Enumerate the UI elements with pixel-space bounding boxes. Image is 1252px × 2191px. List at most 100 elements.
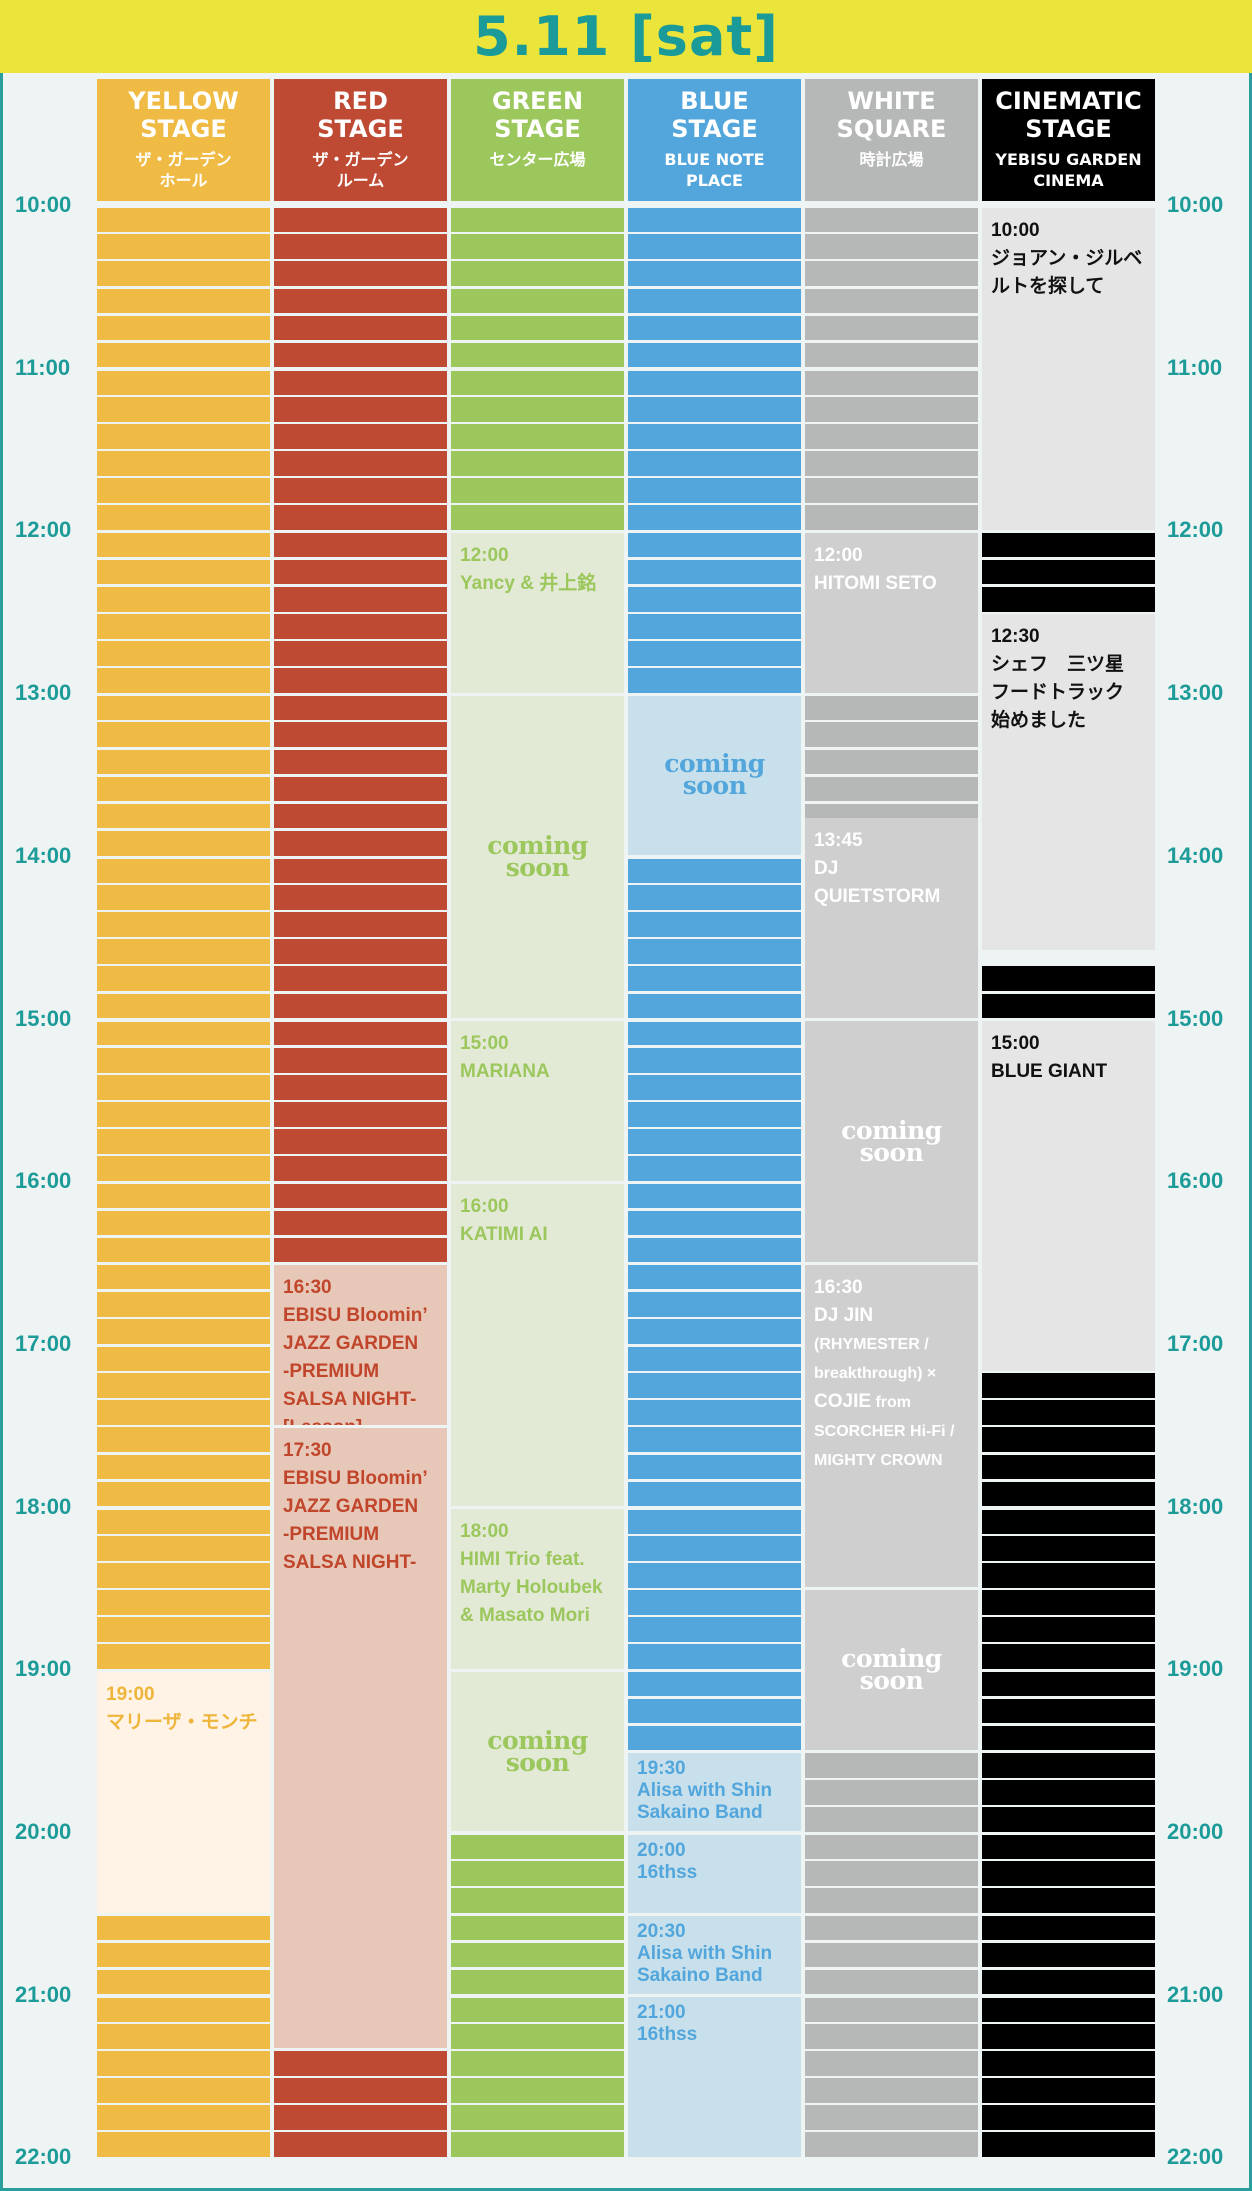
time-label-left: 10:00 bbox=[15, 192, 72, 217]
event-block[interactable]: 17:30 EBISU Bloomin’ JAZZ GARDEN -PREMIUM… bbox=[274, 1427, 447, 2049]
time-slot bbox=[805, 1888, 978, 1914]
time-slot bbox=[97, 1291, 270, 1317]
time-slot bbox=[628, 1672, 801, 1697]
event-block[interactable]: 15:00 BLUE GIANT bbox=[982, 1021, 1155, 1371]
time-label-right: 12:00 bbox=[1167, 517, 1224, 543]
event-note-2: from SCORCHER Hi-Fi / MIGHTY CROWN bbox=[814, 1394, 955, 1470]
event-block[interactable]: 16:30 EBISU Bloomin’ JAZZ GARDEN -PREMIUM… bbox=[274, 1265, 447, 1425]
event-title: DJ QUIETSTORM bbox=[814, 857, 941, 907]
time-slot bbox=[274, 776, 447, 802]
event-block[interactable]: 13:45 DJ QUIETSTORM bbox=[805, 817, 978, 1018]
time-slot bbox=[97, 559, 270, 585]
time-slot bbox=[628, 1617, 801, 1642]
event-block[interactable]: 10:00 ジョアン・ジルベ ルトを探して bbox=[982, 207, 1155, 530]
time-slot bbox=[97, 1237, 270, 1263]
time-label-left: 19:00 bbox=[15, 1656, 72, 1682]
time-slot bbox=[628, 559, 801, 585]
time-slot bbox=[97, 2051, 270, 2076]
time-label-right: 22:00 bbox=[1167, 2144, 1224, 2170]
time-slot bbox=[97, 342, 270, 368]
time-slot bbox=[982, 1807, 1155, 1832]
time-slot bbox=[97, 1346, 270, 1371]
time-slot bbox=[805, 1861, 978, 1887]
time-slot bbox=[628, 1535, 801, 1561]
event-time: 15:00 bbox=[991, 1033, 1040, 1054]
event-block[interactable]: 21:00 16thss bbox=[628, 1997, 801, 2157]
event-title: ジョアン・ジルベ ルトを探して bbox=[991, 247, 1143, 297]
time-slot bbox=[451, 234, 624, 260]
time-slot bbox=[451, 505, 624, 531]
time-slot bbox=[805, 342, 978, 368]
time-slot bbox=[982, 1400, 1155, 1426]
time-label-right: 10:00 bbox=[1167, 192, 1224, 217]
time-slot bbox=[451, 2078, 624, 2103]
event-time: 16:30 bbox=[814, 1277, 863, 1299]
time-slot bbox=[982, 2051, 1155, 2076]
time-slot bbox=[628, 1590, 801, 1615]
time-label-right: 18:00 bbox=[1167, 1493, 1224, 1519]
event-block[interactable]: 12:00 Yancy & 井上銘 bbox=[451, 532, 624, 693]
event-block[interactable]: 16:00 KATIMI AI bbox=[451, 1183, 624, 1507]
coming-soon-label: coming soon bbox=[841, 1644, 942, 1696]
time-slot bbox=[805, 424, 978, 449]
time-label-left: 16:00 bbox=[15, 1168, 72, 1194]
time-label-right: 16:00 bbox=[1167, 1168, 1224, 1194]
time-slot bbox=[805, 776, 978, 802]
time-slot bbox=[274, 885, 447, 910]
event-title: マリーザ・モンチ bbox=[106, 1711, 258, 1733]
time-slot bbox=[274, 668, 447, 693]
time-label-left: 12:00 bbox=[15, 517, 72, 543]
event-block[interactable]: 20:00 16thss bbox=[628, 1834, 801, 1913]
time-slot bbox=[628, 858, 801, 883]
time-slot bbox=[451, 370, 624, 395]
time-label-right: 13:00 bbox=[1167, 680, 1224, 706]
event-block[interactable]: 16:30 DJ JIN (RHYMESTER / breakthrough) × … bbox=[805, 1265, 978, 1588]
time-slot bbox=[805, 1835, 978, 1859]
time-label-left: 11:00 bbox=[15, 354, 71, 380]
event-block[interactable]: 19:00 マリーザ・モンチ bbox=[97, 1671, 270, 1913]
time-slot bbox=[628, 1481, 801, 1507]
stage-name: WHITE SQUARE bbox=[836, 87, 947, 143]
event-block[interactable]: 12:30 シェフ 三ツ星 フードトラック 始めました bbox=[982, 614, 1155, 951]
time-slot bbox=[97, 1373, 270, 1398]
time-label-left: 15:00 bbox=[15, 1005, 72, 1031]
time-slot bbox=[982, 1454, 1155, 1480]
time-slot bbox=[982, 1590, 1155, 1615]
time-slot bbox=[274, 559, 447, 585]
time-slot bbox=[97, 749, 270, 775]
time-slot bbox=[982, 1644, 1155, 1670]
time-slot bbox=[628, 1509, 801, 1534]
time-slot bbox=[97, 939, 270, 965]
event-title: 16thss bbox=[637, 2024, 698, 2046]
time-slot bbox=[97, 208, 270, 232]
time-slot bbox=[97, 613, 270, 639]
time-slot bbox=[97, 776, 270, 802]
stage-header-blue: BLUE STAGE BLUE NOTE PLACE bbox=[628, 79, 801, 201]
time-slot bbox=[805, 234, 978, 260]
time-slot bbox=[628, 1346, 801, 1371]
event-block[interactable]: 12:00 HITOMI SETO bbox=[805, 532, 978, 693]
time-slot bbox=[97, 696, 270, 720]
time-slot bbox=[805, 696, 978, 720]
time-label-left: 17:00 bbox=[15, 1330, 72, 1356]
event-block[interactable]: 19:30 Alisa with Shin Sakaino Band bbox=[628, 1753, 801, 1832]
event-block[interactable]: 15:00 MARIANA bbox=[451, 1021, 624, 1181]
time-slot bbox=[982, 1997, 1155, 2022]
time-slot bbox=[628, 586, 801, 612]
stage-header-cinematic: CINEMATIC STAGE YEBISU GARDEN CINEMA bbox=[982, 79, 1155, 201]
time-label-right: 14:00 bbox=[1167, 842, 1224, 868]
event-block[interactable]: 20:30 Alisa with Shin Sakaino Band bbox=[628, 1915, 801, 1995]
time-slot bbox=[274, 749, 447, 775]
time-slot bbox=[274, 1021, 447, 1046]
time-slot bbox=[982, 1888, 1155, 1914]
time-slot bbox=[97, 397, 270, 422]
time-slot bbox=[274, 315, 447, 341]
time-slot bbox=[805, 2051, 978, 2076]
time-slot bbox=[274, 2078, 447, 2103]
event-block[interactable]: 18:00 HIMI Trio feat. Marty Holoubek & Ma… bbox=[451, 1509, 624, 1669]
time-slot bbox=[628, 1184, 801, 1209]
time-slot bbox=[451, 1888, 624, 1914]
stage-header-green: GREEN STAGE センター広場 bbox=[451, 79, 624, 201]
time-slot bbox=[628, 1264, 801, 1290]
time-slot bbox=[97, 1264, 270, 1290]
